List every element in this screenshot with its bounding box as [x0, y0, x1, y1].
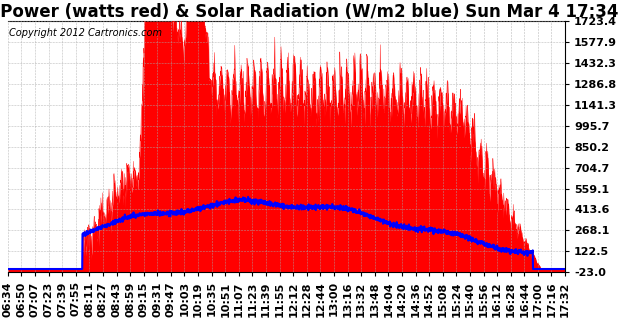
Title: Grid Power (watts red) & Solar Radiation (W/m2 blue) Sun Mar 4 17:34: Grid Power (watts red) & Solar Radiation… — [0, 3, 618, 21]
Text: Copyright 2012 Cartronics.com: Copyright 2012 Cartronics.com — [9, 28, 162, 38]
